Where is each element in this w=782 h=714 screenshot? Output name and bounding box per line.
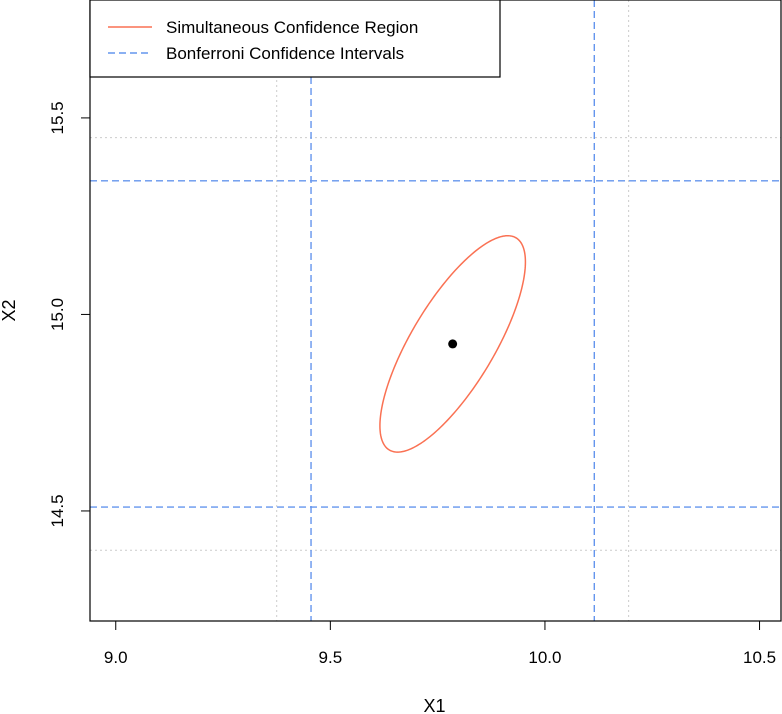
y-tick-label: 15.0 [48,298,67,331]
confidence-ellipse [379,234,527,453]
ellipse-layer [379,234,527,453]
x-tick-label: 10.0 [528,648,561,667]
y-tick-label: 15.5 [48,101,67,134]
x-axis-title: X1 [423,696,445,714]
y-tick-label: 14.5 [48,494,67,527]
grid-layer [90,0,781,621]
legend-box [89,0,501,78]
legend-label-simultaneous-region: Simultaneous Confidence Region [166,18,418,37]
sample-mean-point [448,339,458,349]
plot-frame [89,0,782,622]
y-axis: 14.5 15.0 15.5 [48,101,90,527]
point-layer [448,339,458,349]
x-axis: 9.0 9.5 10.0 10.5 [104,621,776,667]
bonferroni-layer [90,0,781,621]
y-axis-title: X2 [0,299,19,321]
legend-label-bonferroni-intervals: Bonferroni Confidence Intervals [166,44,404,63]
x-tick-label: 9.5 [319,648,343,667]
x-tick-label: 10.5 [743,648,776,667]
x-tick-label: 9.0 [104,648,128,667]
legend: Simultaneous Confidence Region Bonferron… [89,0,501,78]
